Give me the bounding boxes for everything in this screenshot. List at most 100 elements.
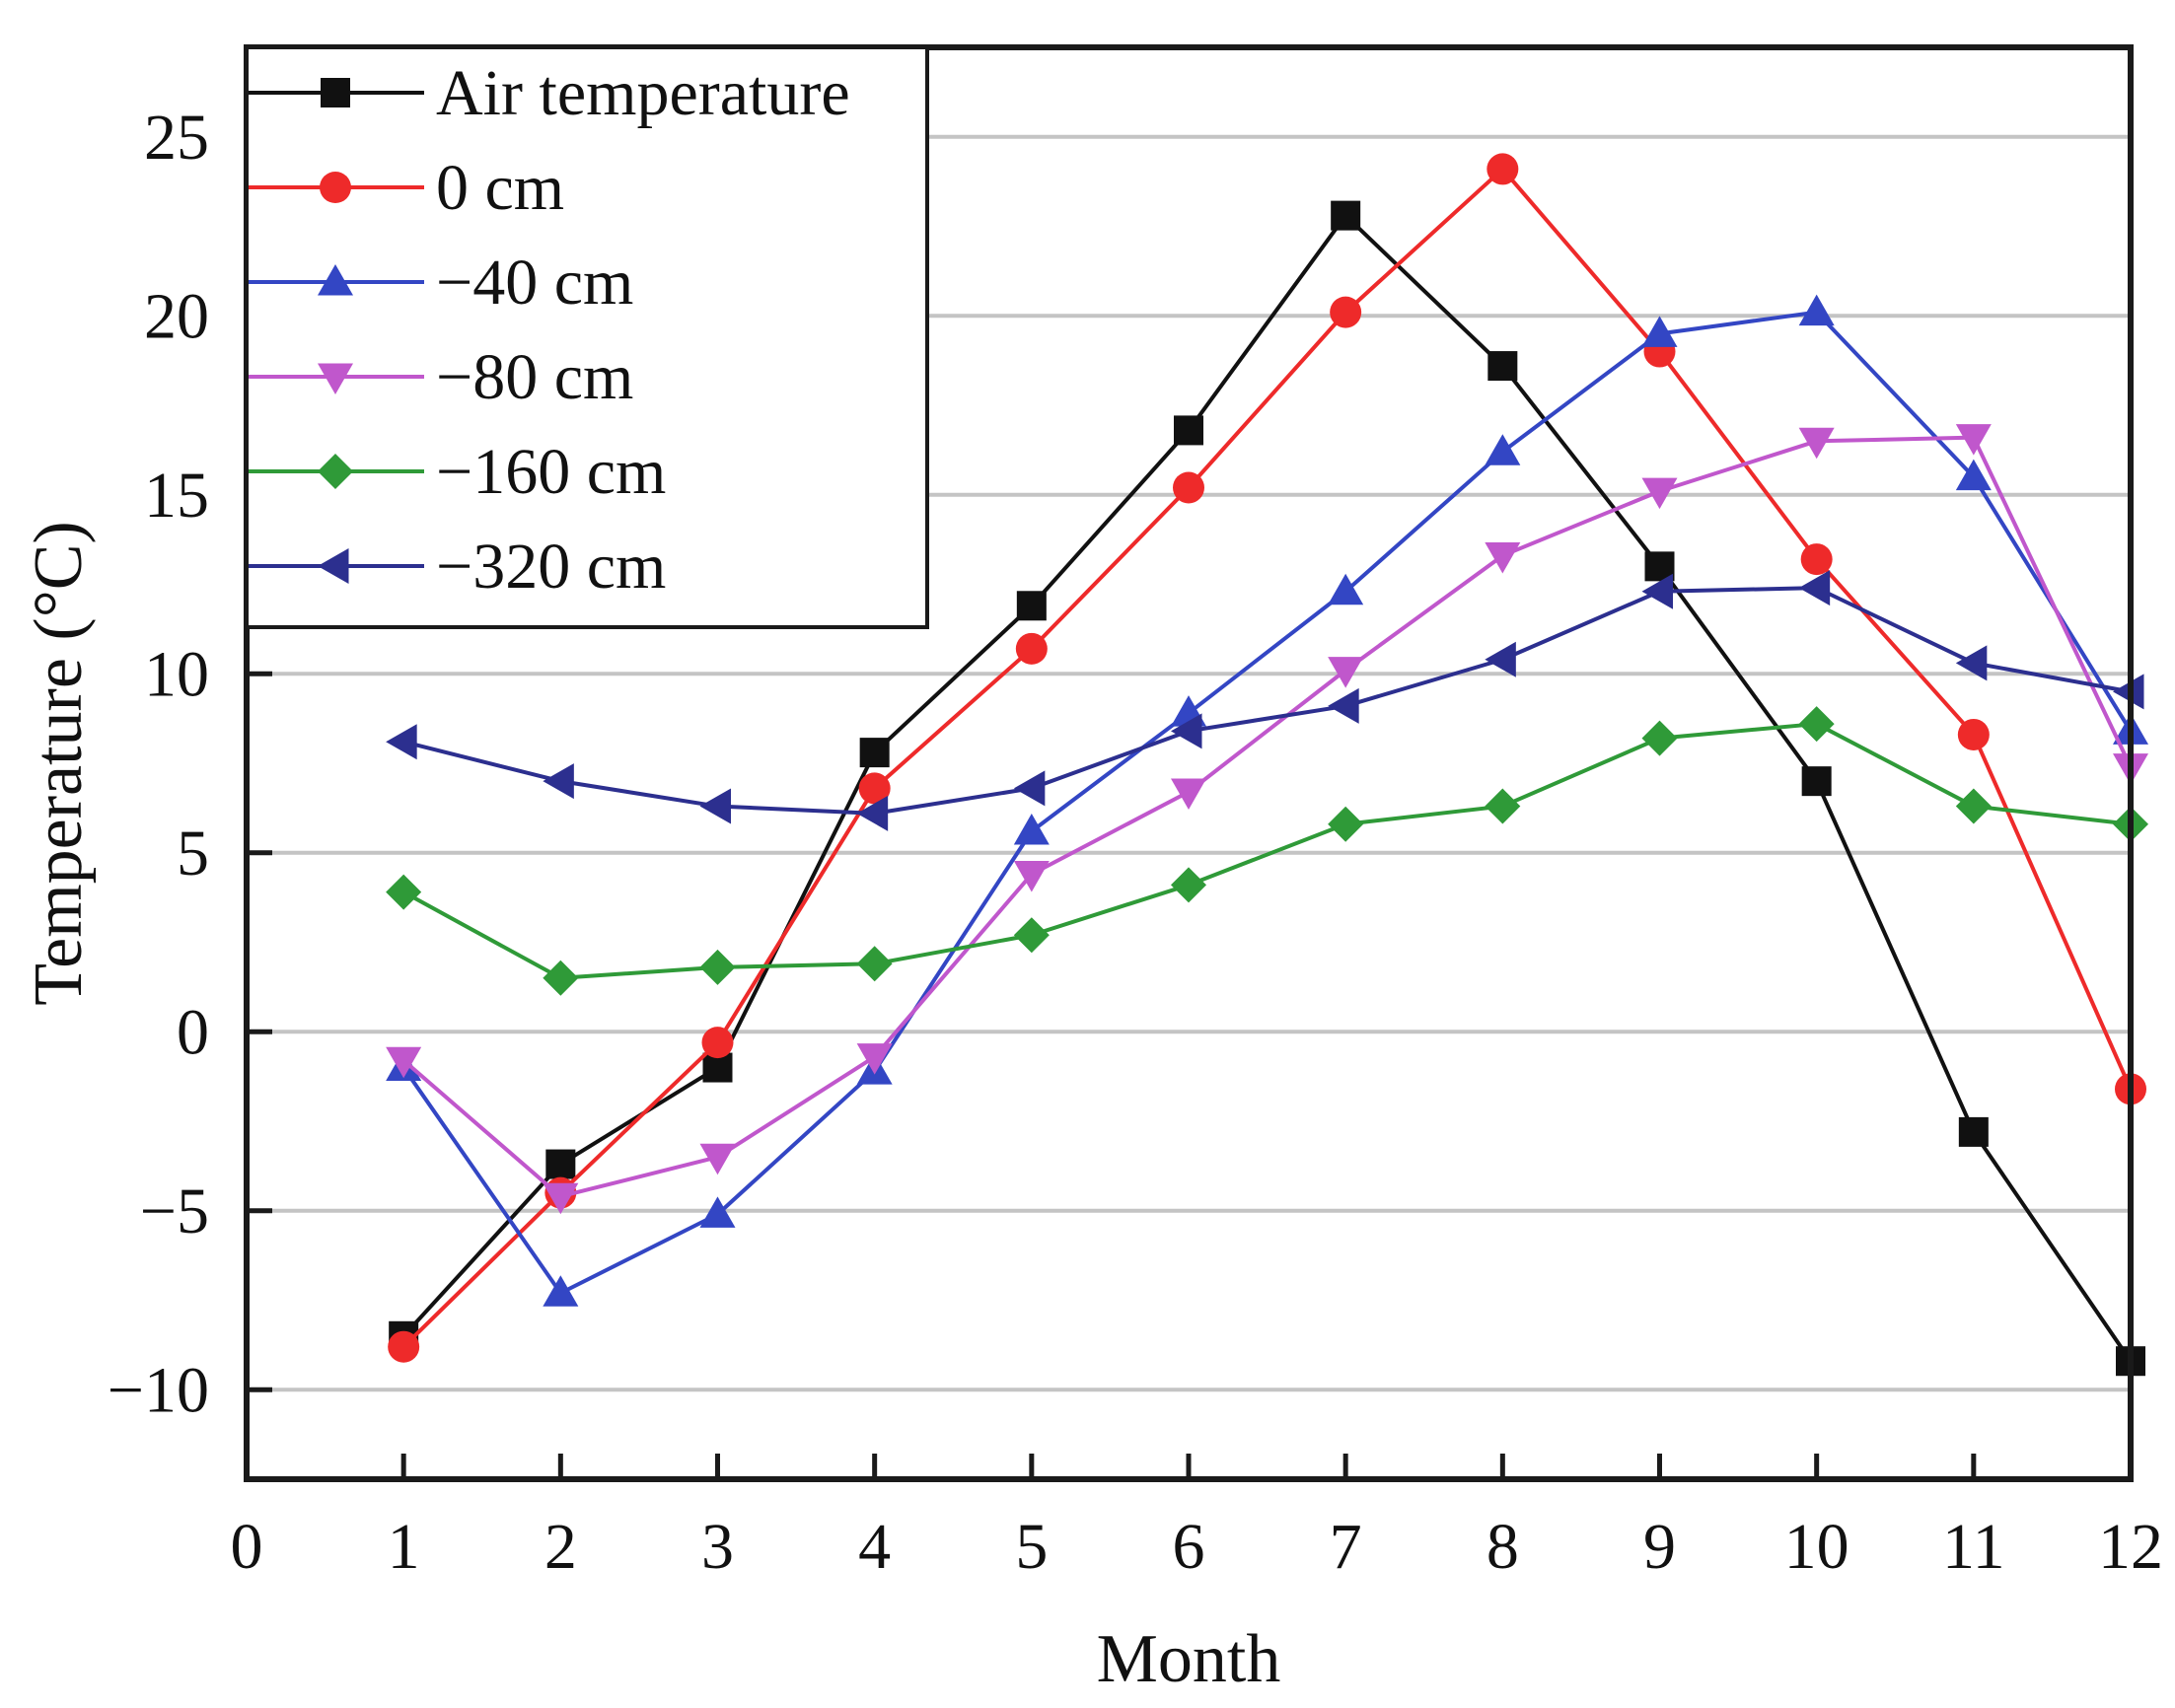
x-tick-label: 11	[1942, 1511, 2005, 1583]
legend-marker	[320, 172, 351, 203]
data-point-minus-80-cm	[1485, 541, 1521, 574]
series-air-temperature	[389, 200, 2145, 1377]
data-point-0-cm	[1486, 153, 1519, 185]
data-point-0-cm	[701, 1027, 734, 1059]
data-point-minus-80-cm	[699, 1143, 736, 1175]
x-axis-label: Month	[1097, 1621, 1281, 1697]
legend-item-minus-160-cm: −160 cm	[249, 436, 666, 508]
data-point-minus-40-cm	[1328, 573, 1364, 605]
data-point-minus-80-cm	[1328, 657, 1364, 688]
data-point-minus-160-cm	[543, 960, 579, 996]
data-point-0-cm	[858, 772, 891, 805]
data-point-minus-160-cm	[1955, 788, 1992, 824]
legend-item-minus-80-cm: −80 cm	[249, 341, 633, 413]
legend-label: −160 cm	[436, 436, 666, 508]
data-point-minus-40-cm	[1485, 434, 1521, 465]
data-point-minus-160-cm	[386, 874, 422, 910]
data-point-minus-40-cm	[1641, 316, 1678, 347]
x-tick-label: 12	[2098, 1511, 2163, 1583]
data-point-0-cm	[1800, 543, 1833, 576]
legend-items: Air temperature 0 cm −40 cm −80 cm −160 cm −3…	[249, 57, 850, 603]
x-tick-labels: 0 1 2 3 4 5 6 7 8 9 10 11 12	[231, 1511, 2164, 1583]
series-line-minus-320-cm	[402, 586, 2132, 816]
data-point-minus-160-cm	[1641, 720, 1678, 756]
data-point-minus-160-cm	[856, 946, 893, 982]
data-point-minus-80-cm	[1013, 861, 1050, 892]
x-tick-label: 9	[1643, 1511, 1676, 1583]
legend-label: −80 cm	[436, 341, 633, 413]
data-point-air-temperature	[1487, 351, 1518, 382]
data-point-minus-40-cm	[699, 1196, 736, 1228]
data-point-minus-320-cm	[1955, 645, 1988, 681]
legend-label: −320 cm	[436, 531, 666, 603]
data-point-minus-160-cm	[1171, 867, 1206, 903]
data-point-air-temperature	[1016, 591, 1047, 621]
y-tick-label: 25	[144, 102, 209, 174]
y-tick-label: −10	[108, 1354, 209, 1426]
data-point-0-cm	[1330, 296, 1362, 328]
series-line-minus-80-cm	[401, 435, 2133, 1199]
data-point-0-cm	[1173, 471, 1204, 504]
data-point-minus-320-cm	[1485, 641, 1516, 677]
legend-marker	[321, 78, 350, 107]
y-tick-label: 5	[177, 818, 209, 890]
y-tick-label: 15	[144, 460, 209, 532]
legend-marker	[318, 264, 353, 296]
series-minus-320-cm	[386, 570, 2144, 831]
data-point-air-temperature	[1331, 200, 1361, 231]
legend-item-minus-40-cm: −40 cm	[249, 247, 633, 319]
y-tick-label: −5	[140, 1175, 209, 1247]
legend-label: −40 cm	[436, 247, 633, 319]
x-tick-label: 7	[1330, 1511, 1362, 1583]
data-point-minus-80-cm	[1798, 427, 1835, 460]
data-point-minus-40-cm	[1798, 294, 1835, 326]
data-point-minus-160-cm	[1798, 706, 1835, 743]
series-line-minus-160-cm	[402, 722, 2132, 980]
data-point-air-temperature	[1801, 766, 1832, 797]
legend-item-minus-320-cm: −320 cm	[249, 531, 666, 603]
data-point-0-cm	[388, 1330, 420, 1363]
data-point-minus-320-cm	[1328, 687, 1359, 724]
data-point-air-temperature	[545, 1149, 576, 1179]
data-point-minus-320-cm	[1641, 573, 1673, 609]
series-line-minus-40-cm	[401, 310, 2133, 1296]
y-tick-label: 10	[144, 638, 209, 710]
data-point-air-temperature	[859, 738, 890, 768]
legend-box	[245, 45, 929, 629]
data-point-0-cm	[1957, 718, 1990, 750]
x-tick-label: 2	[544, 1511, 577, 1583]
series-line-0-cm	[401, 167, 2133, 1349]
data-point-minus-80-cm	[1641, 477, 1678, 510]
data-point-0-cm	[1015, 632, 1048, 665]
legend-label: 0 cm	[436, 152, 564, 224]
series-minus-160-cm	[386, 706, 2148, 996]
series-minus-80-cm	[386, 424, 2148, 1215]
data-point-minus-80-cm	[1955, 424, 1992, 456]
data-point-air-temperature	[1958, 1116, 1989, 1147]
x-tick-label: 0	[231, 1511, 263, 1583]
legend-item-0-cm: 0 cm	[249, 152, 564, 224]
x-tick-label: 6	[1173, 1511, 1205, 1583]
x-tick-label: 4	[858, 1511, 891, 1583]
legend-item-air-temperature: Air temperature	[249, 57, 850, 129]
data-point-minus-320-cm	[543, 763, 574, 800]
data-point-minus-160-cm	[699, 949, 736, 985]
data-point-minus-80-cm	[386, 1046, 422, 1079]
data-point-minus-80-cm	[856, 1043, 893, 1075]
legend-marker	[318, 363, 353, 394]
y-tick-labels: −10 −5 0 5 10 15 20 25	[108, 102, 209, 1427]
data-point-minus-40-cm	[1013, 813, 1050, 845]
legend: Air temperature 0 cm −40 cm −80 cm −160 cm −3…	[245, 45, 929, 629]
data-point-minus-320-cm	[1171, 713, 1202, 749]
data-point-minus-80-cm	[543, 1182, 579, 1215]
legend-label: Air temperature	[436, 57, 850, 129]
legend-marker	[318, 548, 349, 584]
data-point-minus-160-cm	[1328, 806, 1364, 842]
x-tick-label: 1	[388, 1511, 420, 1583]
data-point-minus-80-cm	[1171, 778, 1206, 811]
data-point-minus-40-cm	[543, 1275, 579, 1307]
data-point-minus-160-cm	[1013, 917, 1050, 954]
legend-marker	[318, 454, 353, 489]
data-point-air-temperature	[1174, 415, 1203, 446]
